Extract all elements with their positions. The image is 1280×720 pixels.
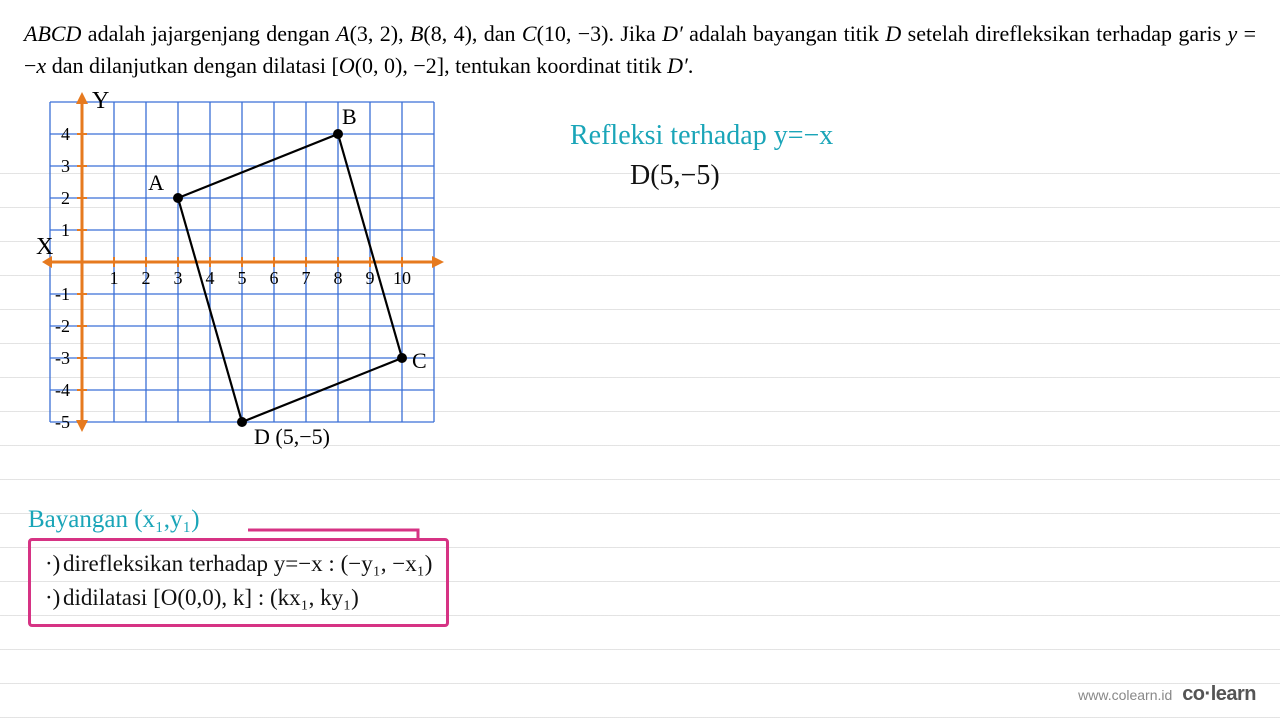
connector-line bbox=[248, 518, 418, 521]
d-point-value: D(5,−5) bbox=[630, 160, 833, 192]
svg-text:4: 4 bbox=[61, 124, 70, 144]
coordinate-graph: 1 2 3 4 5 6 7 8 9 10 1 2 3 4 -1 -2 -3 -4 -5 Y X A B C D (5,−5) bbox=[20, 90, 460, 470]
svg-text:X: X bbox=[36, 234, 53, 260]
svg-text:-2: -2 bbox=[55, 316, 70, 336]
svg-text:Y: Y bbox=[92, 90, 109, 114]
svg-text:6: 6 bbox=[270, 268, 279, 288]
svg-text:2: 2 bbox=[61, 188, 70, 208]
svg-text:C: C bbox=[412, 348, 427, 373]
svg-text:10: 10 bbox=[393, 268, 411, 288]
svg-text:1: 1 bbox=[61, 220, 70, 240]
handwriting-right: Refleksi terhadap y=−x D(5,−5) bbox=[570, 120, 833, 192]
svg-text:8: 8 bbox=[334, 268, 343, 288]
svg-text:3: 3 bbox=[61, 156, 70, 176]
svg-text:-1: -1 bbox=[55, 284, 70, 304]
svg-text:-4: -4 bbox=[55, 380, 70, 400]
content-area: 1 2 3 4 5 6 7 8 9 10 1 2 3 4 -1 -2 -3 -4 -5 Y X A B C D (5,−5) R… bbox=[0, 90, 1280, 650]
bottom-notes: Bayangan (x₁,y₁) ·)direfleksikan terhada… bbox=[28, 506, 449, 627]
svg-text:7: 7 bbox=[302, 268, 311, 288]
svg-text:-3: -3 bbox=[55, 348, 70, 368]
watermark: www.colearn.id co·learn bbox=[1078, 683, 1256, 706]
svg-text:4: 4 bbox=[206, 268, 215, 288]
svg-text:-5: -5 bbox=[55, 412, 70, 432]
svg-text:A: A bbox=[148, 170, 164, 195]
rule-dilation: ·)didilatasi [O(0,0), k] : (kx₁, ky₁) bbox=[45, 581, 432, 616]
watermark-url: www.colearn.id bbox=[1078, 687, 1172, 703]
svg-text:9: 9 bbox=[366, 268, 375, 288]
problem-statement: ABCD adalah jajargenjang dengan A(3, 2),… bbox=[0, 0, 1280, 90]
watermark-brand: co·learn bbox=[1182, 683, 1256, 705]
svg-text:5: 5 bbox=[238, 268, 247, 288]
rule-reflection: ·)direfleksikan terhadap y=−x : (−y₁, −x… bbox=[45, 547, 432, 582]
svg-text:3: 3 bbox=[174, 268, 183, 288]
transformation-rules-box: ·)direfleksikan terhadap y=−x : (−y₁, −x… bbox=[28, 538, 449, 627]
svg-text:2: 2 bbox=[142, 268, 151, 288]
svg-text:D (5,−5): D (5,−5) bbox=[254, 424, 330, 449]
svg-text:1: 1 bbox=[110, 268, 119, 288]
svg-text:B: B bbox=[342, 104, 357, 129]
reflection-title: Refleksi terhadap y=−x bbox=[570, 120, 833, 152]
